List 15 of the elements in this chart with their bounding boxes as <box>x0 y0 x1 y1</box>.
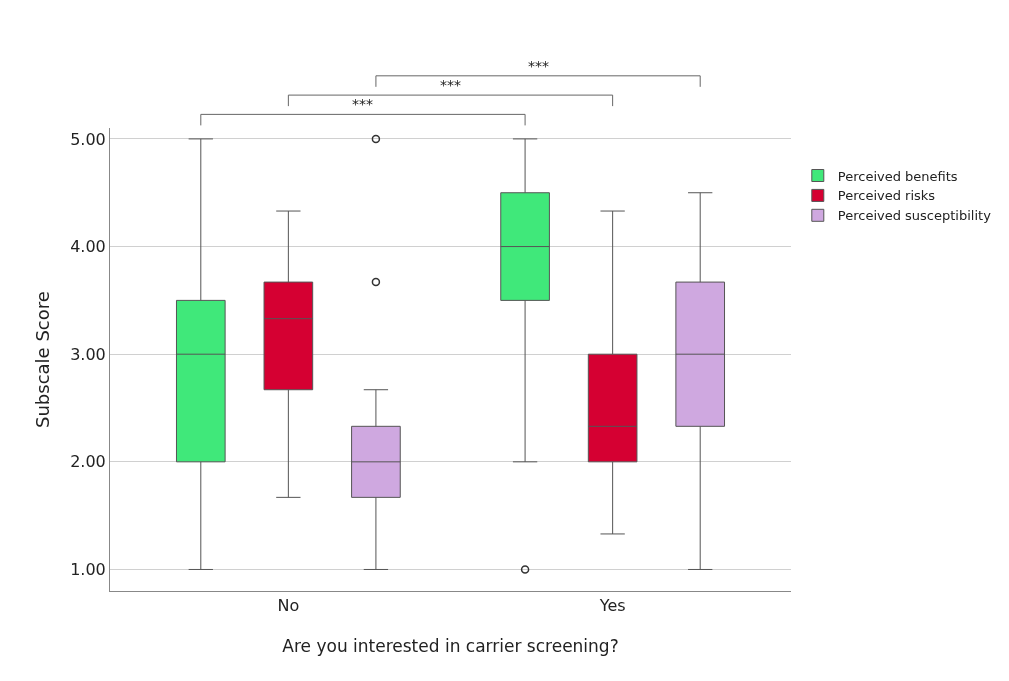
y-axis-title: Subscale Score <box>32 291 54 428</box>
y-tick-label: 5.00 <box>70 129 106 149</box>
x-axis-title: Are you interested in carrier screening? <box>282 635 619 656</box>
legend-label: Perceived susceptibility <box>837 208 992 224</box>
y-tick-label: 3.00 <box>70 344 106 364</box>
text: *** <box>352 96 373 112</box>
y-tick-label: 2.00 <box>70 452 106 472</box>
y-tick-label: 4.00 <box>70 237 106 257</box>
x-tick-label: No <box>277 596 300 616</box>
y-tick-label: 1.00 <box>70 560 106 580</box>
legend-label: Perceived benefits <box>837 168 958 184</box>
text: *** <box>440 77 461 93</box>
x-tick-label: Yes <box>598 596 626 616</box>
legend-label: Perceived risks <box>837 188 936 204</box>
text: *** <box>528 58 549 74</box>
